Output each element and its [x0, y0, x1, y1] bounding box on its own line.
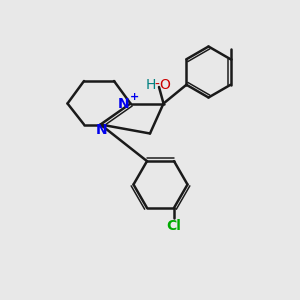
- Text: -: -: [154, 78, 159, 92]
- Text: N: N: [96, 123, 108, 137]
- Text: O: O: [159, 78, 170, 92]
- Text: Cl: Cl: [167, 219, 182, 233]
- Text: N: N: [118, 97, 130, 110]
- Text: +: +: [130, 92, 139, 102]
- Text: H: H: [146, 78, 156, 92]
